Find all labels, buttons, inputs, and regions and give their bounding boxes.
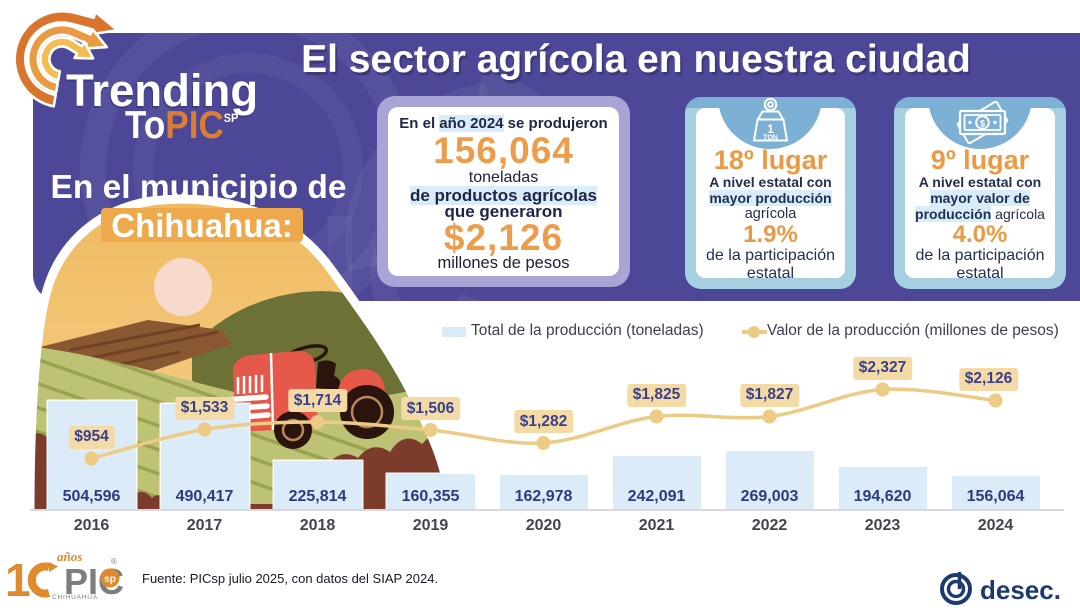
svg-text:®: ® — [111, 557, 117, 566]
svg-text:1: 1 — [767, 122, 774, 136]
svg-text:años: años — [57, 549, 82, 564]
svg-text:1: 1 — [5, 554, 31, 604]
svg-text:CHIHUAHUA: CHIHUAHUA — [52, 594, 98, 601]
svg-text:TON: TON — [763, 135, 778, 142]
svg-text:sp: sp — [104, 574, 116, 585]
svg-text:$: $ — [980, 119, 985, 129]
